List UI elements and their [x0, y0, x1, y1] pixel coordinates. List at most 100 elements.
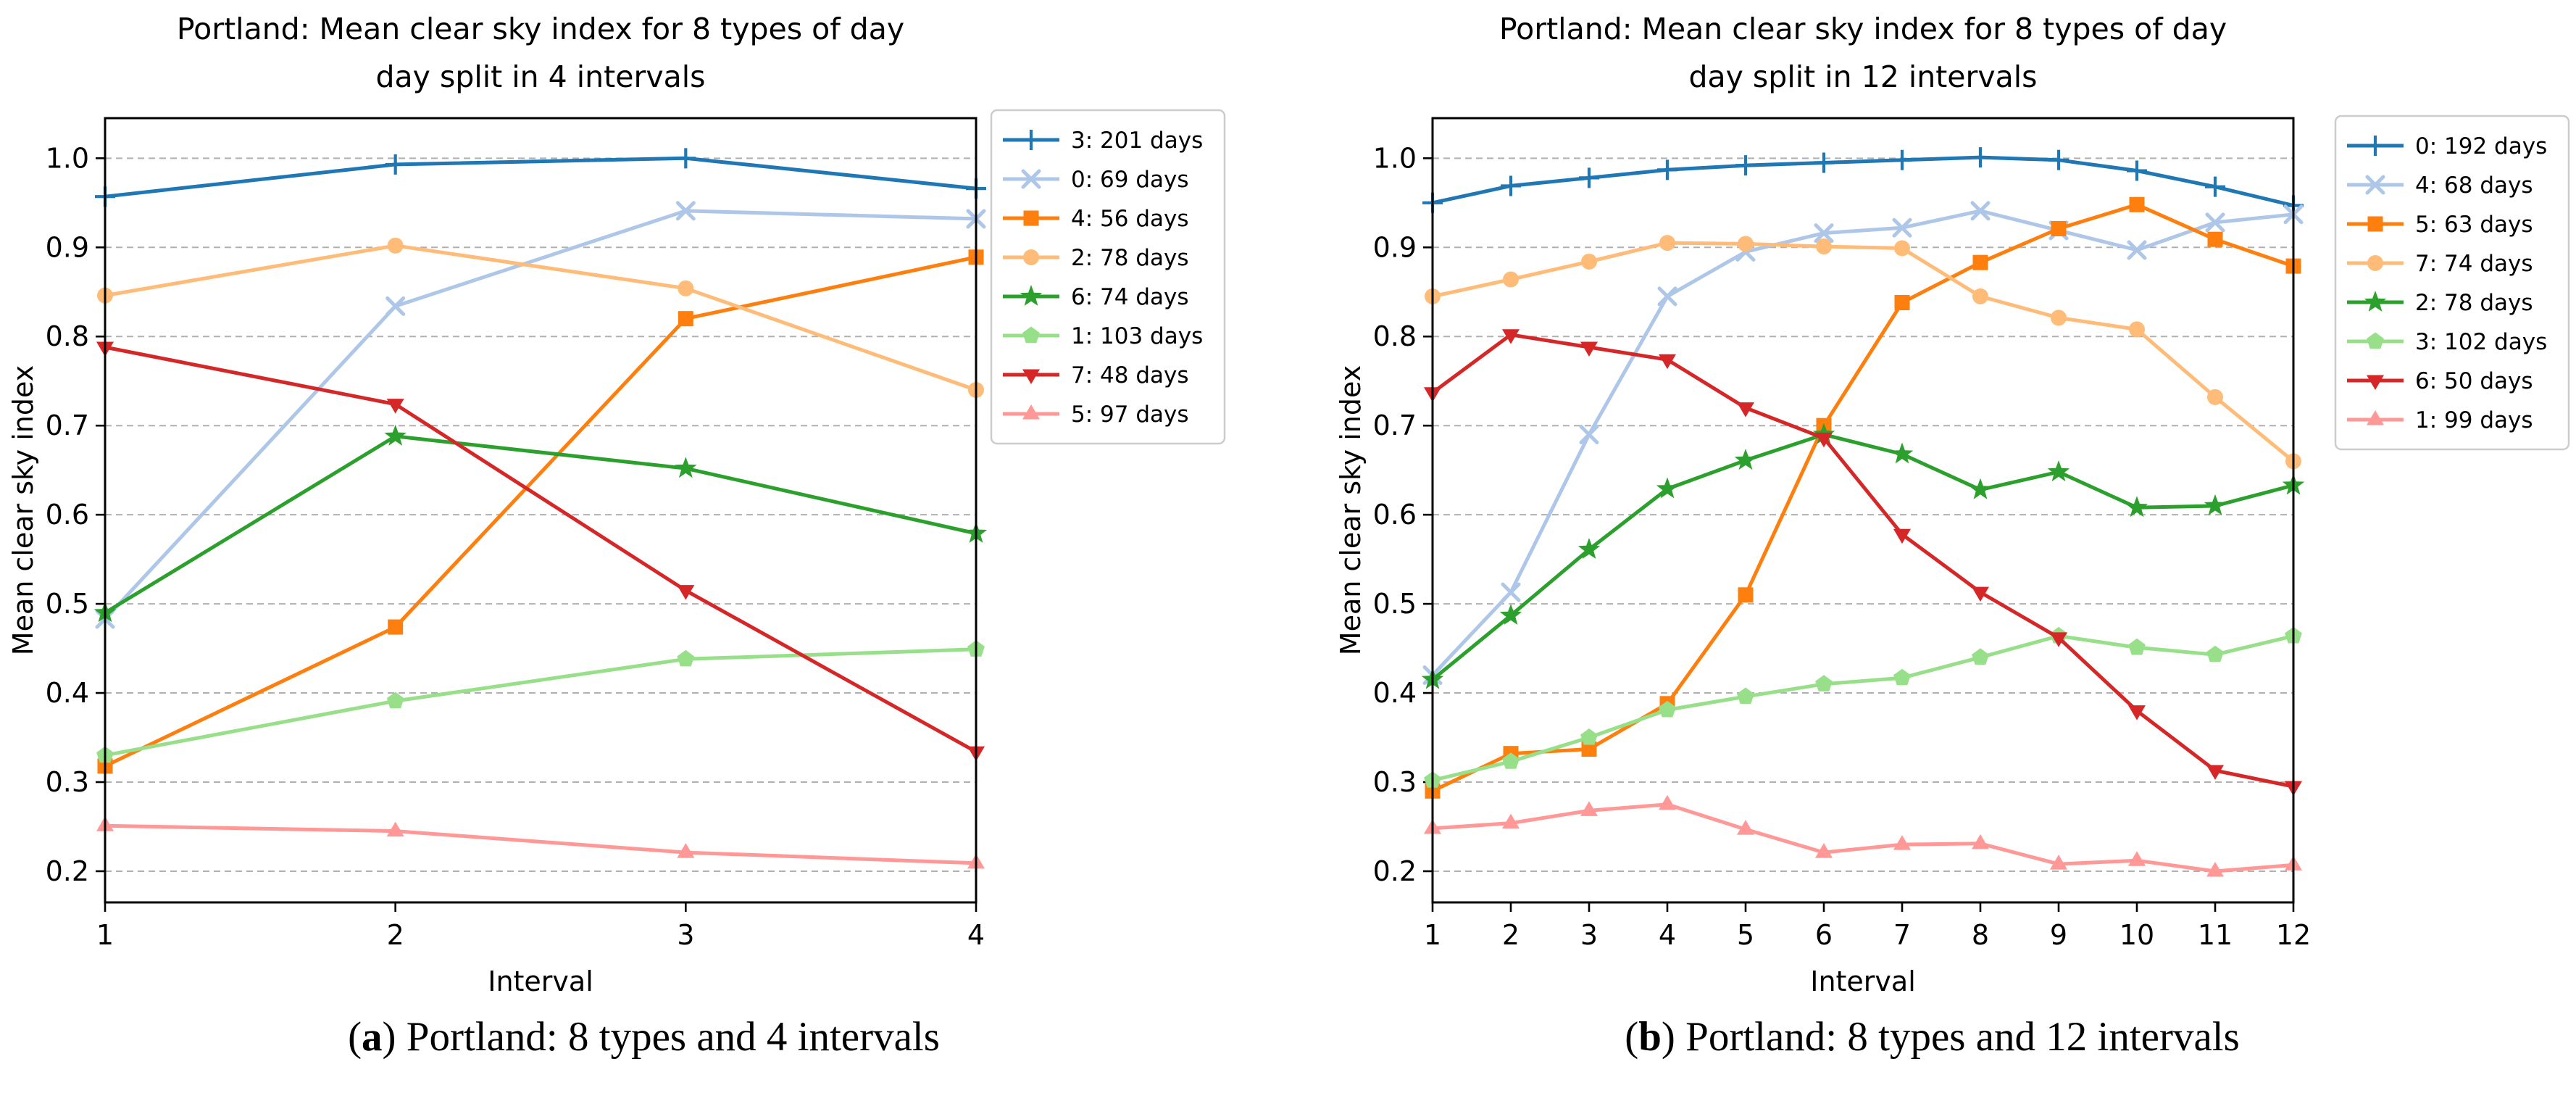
legend-label: 1: 103 days — [1071, 323, 1203, 349]
x-tick-label: 10 — [2119, 919, 2154, 951]
series-line — [1430, 241, 2296, 463]
marker-pentagon — [1022, 326, 1040, 344]
marker-plus — [2127, 160, 2147, 181]
marker-circle — [1738, 236, 1754, 252]
series-line — [103, 255, 978, 768]
series-line — [103, 434, 978, 615]
marker-pentagon — [1815, 675, 1833, 691]
marker-pentagon — [2367, 332, 2384, 349]
marker-plus — [1657, 159, 1677, 180]
marker-triangle-down — [2128, 705, 2146, 720]
marker-triangle-down — [1502, 329, 1520, 344]
plot-border — [104, 117, 978, 904]
marker-pentagon — [1893, 668, 1911, 686]
legend-item: 3: 201 days — [1003, 128, 1203, 154]
legend-item: 7: 48 days — [1003, 362, 1189, 389]
marker-circle — [2129, 321, 2145, 338]
series-3 — [95, 148, 986, 207]
marker-square — [2207, 231, 2223, 247]
marker-star — [2125, 496, 2148, 518]
marker-triangle-up — [1815, 843, 1833, 858]
series-line — [1430, 802, 2296, 873]
marker-x — [2127, 240, 2147, 260]
marker-circle — [1894, 240, 1910, 257]
marker-pentagon — [2206, 645, 2224, 662]
series-7 — [1425, 235, 2301, 470]
series-5 — [96, 816, 985, 869]
series-6 — [1424, 329, 2302, 797]
marker-plus — [1021, 130, 1041, 150]
marker-triangle-up — [1972, 834, 1989, 849]
x-tick-label: 12 — [2276, 919, 2311, 951]
y-tick-label: 0.9 — [46, 231, 89, 263]
marker-x — [1814, 223, 1834, 244]
y-tick-label: 0.2 — [46, 855, 89, 887]
series-1 — [96, 640, 985, 763]
series-line — [103, 345, 978, 754]
x-tick-label: 5 — [1737, 919, 1754, 951]
marker-x — [1501, 582, 1521, 602]
marker-plus — [2205, 176, 2225, 197]
legend-item: 7: 74 days — [2347, 251, 2533, 277]
marker-triangle-down — [1580, 341, 1598, 357]
marker-star — [1891, 442, 1914, 464]
marker-triangle-up — [1502, 813, 1520, 829]
series-2 — [97, 237, 984, 399]
marker-triangle-down — [677, 585, 695, 600]
legend-item: 0: 69 days — [1003, 167, 1189, 193]
legend-item: 5: 63 days — [2347, 212, 2533, 238]
series-6 — [93, 424, 988, 623]
marker-circle — [678, 280, 694, 296]
series-line — [103, 647, 978, 757]
x-tick-label: 11 — [2198, 919, 2233, 951]
marker-plus — [1892, 149, 1912, 170]
marker-square — [1581, 741, 1597, 757]
marker-square — [1972, 254, 1988, 270]
marker-circle — [1659, 235, 1675, 252]
chart-b: 0.20.30.40.50.60.70.80.91.01 2 3 4 5 6 7 8 9 10 11… — [1335, 115, 2570, 997]
marker-triangle-up — [2050, 855, 2067, 870]
marker-triangle-up — [2206, 861, 2224, 877]
subfigure-caption-a: (a) Portland: 8 types and 4 intervals — [348, 1014, 940, 1060]
legend-label: 5: 63 days — [2415, 212, 2533, 238]
series-3 — [1424, 626, 2302, 788]
y-tick-label: 0.5 — [1373, 588, 1417, 620]
legend-label: 0: 192 days — [2415, 133, 2547, 159]
series-line — [1430, 209, 2296, 677]
legend-item: 0: 192 days — [2347, 133, 2547, 159]
marker-pentagon — [386, 691, 404, 709]
marker-star — [2204, 494, 2227, 515]
chart-a-title-line1: Portland: Mean clear sky index for 8 typ… — [176, 12, 905, 46]
y-tick-label: 0.6 — [1373, 499, 1417, 531]
y-tick-label: 0.6 — [46, 499, 89, 531]
marker-circle — [387, 237, 404, 254]
y-tick-label: 0.7 — [46, 410, 89, 441]
x-tick-label: 2 — [387, 919, 404, 951]
marker-circle — [1023, 249, 1039, 265]
legend-label: 2: 78 days — [1071, 245, 1189, 271]
marker-star — [1969, 478, 1992, 499]
legend-item: 2: 78 days — [2347, 290, 2533, 316]
marker-plus — [675, 148, 696, 169]
legend-label: 5: 97 days — [1071, 402, 1189, 428]
series-line — [1430, 202, 2296, 793]
legend: 0: 192 days 4: 68 days 5: 63 days 7: 74 day… — [2334, 115, 2570, 451]
subfigure-caption-b: (b) Portland: 8 types and 12 intervals — [1625, 1014, 2240, 1060]
legend: 3: 201 days 0: 69 days 4: 56 days 2: 78 day… — [990, 109, 1226, 445]
marker-plus — [1735, 155, 1756, 176]
marker-star — [1734, 449, 1757, 470]
marker-plus — [385, 154, 406, 175]
y-tick-label: 1.0 — [46, 142, 89, 174]
legend-box — [990, 109, 1226, 445]
series-line — [103, 209, 978, 621]
marker-circle — [2207, 389, 2223, 405]
marker-plus — [1970, 147, 1991, 168]
series-line — [1430, 333, 2296, 789]
marker-square — [1023, 210, 1039, 226]
marker-plus — [1814, 152, 1834, 173]
marker-triangle-up — [1022, 404, 1040, 420]
marker-star — [1499, 604, 1522, 625]
marker-triangle-down — [2367, 375, 2384, 390]
marker-pentagon — [1580, 728, 1598, 745]
